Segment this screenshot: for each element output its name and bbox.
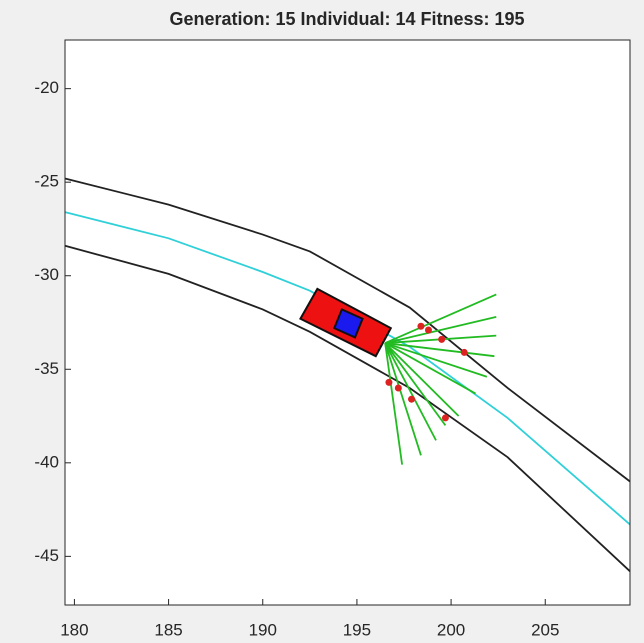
chart-title: Generation: 15 Individual: 14 Fitness: 1… bbox=[169, 9, 524, 29]
curve bbox=[384, 342, 437, 441]
curve bbox=[384, 342, 460, 417]
y-tick-label: -45 bbox=[34, 546, 59, 565]
curve bbox=[385, 342, 495, 358]
sensor-hit bbox=[438, 335, 446, 343]
curve bbox=[384, 316, 497, 344]
x-tick-label: 180 bbox=[60, 620, 88, 639]
sensor-hit bbox=[408, 395, 416, 403]
y-tick-label: -35 bbox=[34, 359, 59, 378]
axes-frame bbox=[64, 39, 631, 606]
y-tick-label: -30 bbox=[34, 265, 59, 284]
sensor-hit bbox=[460, 348, 468, 356]
curve bbox=[384, 342, 422, 456]
curve bbox=[64, 244, 631, 572]
y-tick-label: -25 bbox=[34, 172, 59, 191]
curve bbox=[384, 342, 404, 465]
x-tick-label: 205 bbox=[531, 620, 559, 639]
sensor-hit bbox=[424, 326, 432, 334]
curve bbox=[64, 211, 631, 526]
x-tick-label: 195 bbox=[343, 620, 371, 639]
sensor-hit bbox=[417, 322, 425, 330]
x-tick-label: 200 bbox=[437, 620, 465, 639]
sensor-hit bbox=[441, 414, 449, 422]
sensor-hit bbox=[385, 378, 393, 386]
curve bbox=[384, 342, 447, 426]
car-body bbox=[333, 308, 364, 339]
curve bbox=[384, 293, 497, 344]
curve bbox=[384, 342, 477, 395]
sensor-hit bbox=[394, 384, 402, 392]
curve bbox=[64, 177, 631, 483]
x-tick-label: 190 bbox=[249, 620, 277, 639]
curve bbox=[384, 342, 488, 378]
y-tick-label: -40 bbox=[34, 452, 59, 471]
y-tick-label: -20 bbox=[34, 78, 59, 97]
x-tick-label: 185 bbox=[154, 620, 182, 639]
